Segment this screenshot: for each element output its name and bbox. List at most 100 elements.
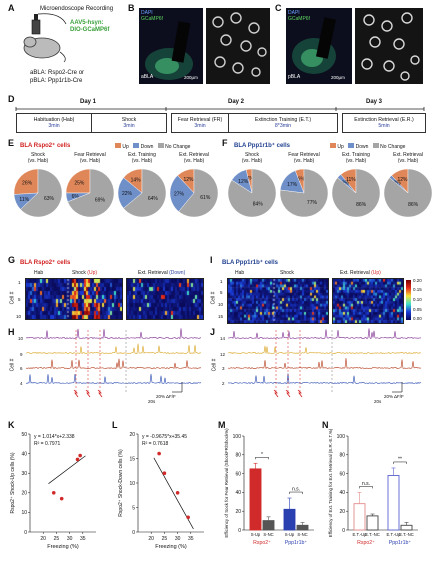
block-extinction-training-name: Extinction Training (E.T.) [254,117,312,123]
k-xtick-label-3: 35 [80,536,86,542]
block-extinction-training-dur: 8*3min [274,123,292,129]
k-equation: y = 1.014*x+2.338 [34,434,75,440]
e-pie-0-value-down: 11% [19,197,29,203]
n-cat-label-3: E.T.-NC [399,532,414,537]
block-shock-name: Shock [121,117,137,123]
m-ytick-label-2: 40 [235,490,241,496]
l-r2: R² = 0.7618 [142,441,168,447]
h-cell-2: 9 [20,352,23,357]
pbla-cells-image [355,8,423,84]
k-ytick-label-5: 50 [21,432,27,438]
legend-up-swatch-f [330,143,336,148]
panel-n-label: N [322,420,329,430]
k-xtick-label-0: 20 [40,536,46,542]
j-cell-1: 14 [220,336,226,341]
m-group-label-1: Ppp1r1b⁺ [285,540,308,546]
e-pie-0-slice-nc [20,168,63,218]
e-pie-label-0: Shock (vs. Hab) [13,152,63,164]
c-dapi: DAPI [288,10,300,16]
e-pie-3-value-nc: 61% [200,195,211,201]
e-pie-label-2-line1: Ext. Training [128,152,156,158]
legend-nc-e: No Change [165,144,191,150]
e-pie-label-3-line1: Ext. Retrieval [179,152,209,158]
k-xlabel: Freezing (%) [47,544,79,550]
heatmap-i-er [332,278,404,324]
h-cell-1: 10 [18,336,24,341]
n-cat-label-0: E.T.-Up [353,532,368,537]
g-tick-5: 5 [18,297,21,302]
h-cell-4: 4 [20,381,23,386]
l-point-0 [157,451,161,456]
panel-e-title: BLA Rspo2⁺ cells [20,143,71,149]
m-bar-2 [283,508,296,531]
i-ylabel: Cell # [210,291,217,305]
k-xtick-label-2: 30 [67,536,73,542]
f-pie-1-value-nc: 77% [307,200,318,206]
h-shock-bolt-0 [73,389,79,398]
panel-i-label: I [210,255,213,265]
panel-d-label: D [8,94,15,104]
e-pie-1-value-up: 25% [74,180,85,186]
i-hab-label: Hab [235,270,245,276]
panel-m-label: M [218,420,226,430]
block-extinction-retrieval-name: Extinction Retrieval (E.R.) [354,117,414,123]
i-tick-10: 10 [218,302,224,307]
chart-m: 0 20 40 60 80 100 Efficiency of Sock for Fear … [224,428,314,546]
timeline-axis [15,107,425,111]
j-trace-1 [227,345,422,355]
n-sig-1: ** [398,456,402,462]
f-pie-label-0-line1: Shock [245,152,259,158]
e-pie-1-value-down: 6% [72,194,80,200]
i-tick-1: 1 [220,279,223,284]
i-shock-label: Shock [280,270,294,276]
l-xlabel: Freezing (%) [155,544,187,550]
cb-tick-1: 0.15 [413,287,422,292]
f-pie-label-3-line1: Ext. Retrieval [393,152,423,158]
e-pie-label-1: Fear Retrieval (vs. Hab) [65,152,115,164]
f-pie-2-value-down: 3% [342,180,350,186]
f-pie-label-2-line1: Ext. Training [342,152,370,158]
m-ytick-label-4: 80 [235,453,241,459]
e-pie-label-3-line2: (vs. Hab) [183,158,205,164]
e-pie-0: 26% 11% 63% [13,168,63,218]
legend-up-swatch-e [115,143,121,148]
legend-nc-f: No Change [380,144,406,150]
l-ytick-label-3: 15 [129,456,135,462]
k-point-2 [75,457,80,462]
m-ytick-label-0: 0 [238,528,241,534]
l-equation: y = -0.9675*x+35.45 [142,434,187,440]
k-ytick-label-1: 10 [21,510,27,516]
block-fear-retrieval: Fear Retrieval (FR) 3min [171,113,229,133]
m-group-label-0: Rspo2⁺ [253,540,271,546]
j-scale-x: 20s [374,399,382,404]
l-point-1 [162,471,167,475]
n-bar-3 [400,524,413,531]
day1-label: Day 1 [80,99,97,105]
e-pie-3: 12% 27% 61% [169,168,219,218]
e-pie-label-2: Ext. Training (vs. Hab) [117,152,167,164]
recording-title: Microendoscope Recording [40,6,114,12]
j-trace-3 [227,373,422,385]
e-pie-3-value-down: 27% [174,191,185,197]
n-group-label-1: Ppp1r1b⁺ [389,540,412,546]
block-shock: Shock 3min [91,113,167,133]
panel-l-label: L [112,420,118,430]
m-cat-label-0: S-Up [251,532,261,537]
f-pie-label-1-line2: (vs. Hab) [293,158,315,164]
m-sig-0: * [261,452,263,458]
cb-tick-2: 0.10 [413,297,422,302]
block-extinction-training: Extinction Training (E.T.) 8*3min [228,113,338,133]
n-ylabel: Efficiency of Ext. Training for Ext. Ret… [328,428,333,537]
f-pie-label-2-line2: (vs. Hab) [345,158,367,164]
k-point-1 [59,496,64,501]
f-pie-1: 6%17% 77% [279,168,329,218]
m-sig-1: n.s. [292,487,300,493]
f-pie-label-0-line2: (vs. Hab) [241,158,263,164]
panel-e-label: E [8,138,15,148]
colorbar [406,280,411,320]
f-pie-0-slice-nc [227,168,277,218]
abla-dapi-image [139,8,203,84]
mouse-line2: pBLA: Ppp1r1b-Cre [30,78,83,84]
legend-down-f: Down [355,144,369,150]
